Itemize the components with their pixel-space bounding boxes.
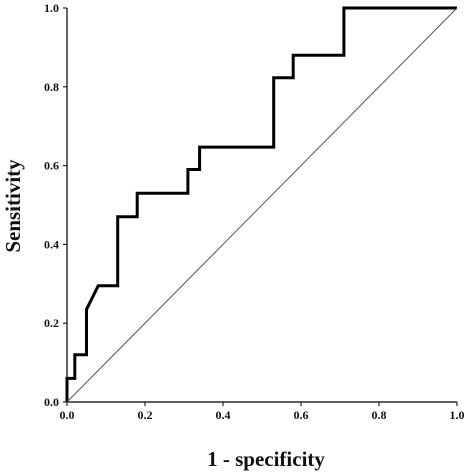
y-tick-label: 0.8 <box>44 80 59 94</box>
y-tick-label: 0.2 <box>44 316 59 330</box>
x-tick-label: 0.8 <box>372 408 387 422</box>
x-tick-label: 0.4 <box>216 408 231 422</box>
y-tick-label: 1.0 <box>44 1 59 15</box>
x-tick-label: 0.2 <box>138 408 153 422</box>
x-tick-label: 0.6 <box>294 408 309 422</box>
y-tick-label: 0.4 <box>44 237 59 251</box>
series-group <box>65 6 458 403</box>
roc-curve <box>65 6 457 402</box>
tick-labels: 0.0 0.2 0.4 0.6 0.8 1.0 0.0 0.2 0.4 0.6 0.8 1.0 <box>44 1 465 422</box>
y-axis-title: Sensitivity <box>1 159 25 253</box>
x-axis-title: 1 - specificity <box>207 447 325 471</box>
y-tick-label: 0.6 <box>44 159 59 173</box>
reference-diagonal-line <box>66 7 458 403</box>
y-tick-label: 0.0 <box>44 395 59 409</box>
axes <box>63 7 458 406</box>
x-tick-label: 1.0 <box>450 408 465 422</box>
x-tick-label: 0.0 <box>60 408 75 422</box>
